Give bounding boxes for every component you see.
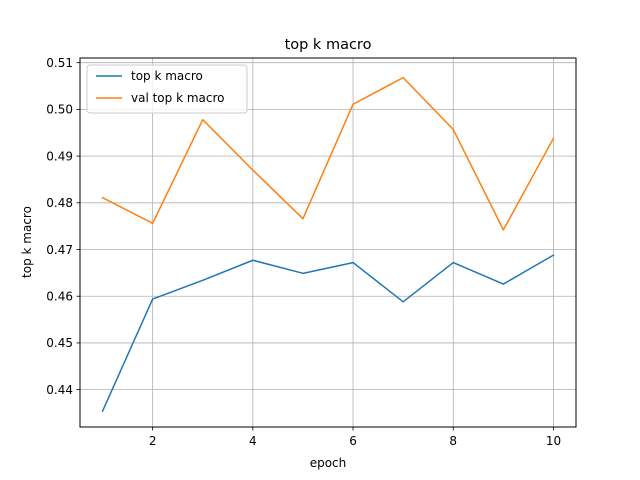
legend-label-val-top-k-macro: val top k macro (131, 91, 225, 105)
y-tick-label: 0.45 (46, 336, 73, 350)
series-lines (101, 76, 555, 413)
legend-box (86, 64, 248, 114)
x-axis-label: epoch (310, 456, 347, 470)
y-axis-ticks: 0.44 0.45 0.46 0.47 0.48 0.49 0.50 0.51 (46, 56, 80, 397)
legend-label-top-k-macro: top k macro (131, 69, 203, 83)
series-line-top-k-macro (101, 254, 555, 413)
y-tick-label: 0.51 (46, 56, 73, 70)
x-tick-label: 8 (449, 434, 457, 448)
legend: top k macro val top k macro (86, 64, 248, 114)
y-tick-label: 0.48 (46, 196, 73, 210)
x-tick-label: 6 (349, 434, 357, 448)
series-line-val-top-k-macro (101, 76, 555, 231)
x-tick-label: 2 (149, 434, 157, 448)
y-tick-label: 0.49 (46, 149, 73, 163)
grid (80, 58, 576, 427)
axes-frame (79, 57, 577, 428)
y-axis-label: top k macro (20, 206, 34, 278)
x-tick-label: 10 (546, 434, 561, 448)
y-tick-label: 0.46 (46, 290, 73, 304)
y-tick-label: 0.50 (46, 103, 73, 117)
chart-title: top k macro (285, 37, 372, 53)
y-tick-label: 0.47 (46, 243, 73, 257)
x-tick-label: 4 (249, 434, 257, 448)
y-tick-label: 0.44 (46, 383, 73, 397)
x-axis-ticks: 2 4 6 8 10 (149, 427, 561, 448)
